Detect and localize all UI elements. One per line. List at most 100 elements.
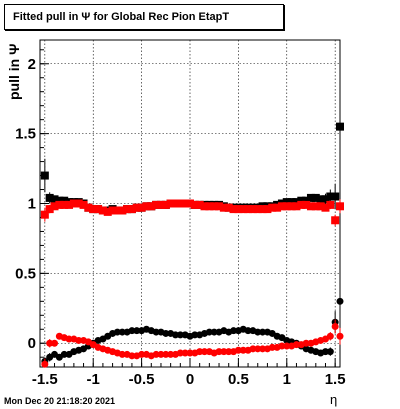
data-point [190,200,199,209]
data-point [118,350,126,358]
data-point [205,328,213,336]
data-point [210,202,219,211]
data-point [108,206,117,215]
data-point [311,202,320,211]
x-tick-label: 1.5 [325,371,346,388]
data-point [326,200,335,209]
data-point [297,200,306,209]
data-point [282,198,291,207]
data-point [176,331,184,339]
data-point [201,348,209,356]
series-1 [40,63,344,215]
data-point [176,199,185,208]
y-tick-label: 2 [28,56,36,73]
data-point [326,332,334,340]
data-point [113,328,121,336]
data-point [142,202,151,211]
data-point [46,339,54,347]
data-point [239,205,248,214]
data-point [50,202,59,211]
data-point [336,122,344,131]
data-point [40,210,49,219]
chart-title: Fitted pull in Ψ for Global Rec Pion Eta… [4,4,284,30]
data-point [229,205,238,214]
data-point [268,343,276,351]
data-point [311,193,320,202]
data-point [200,202,209,211]
x-tick-label: -1.5 [32,371,58,388]
data-point [244,205,253,214]
data-point [230,327,238,335]
data-point [128,352,136,360]
data-point [239,346,247,354]
data-point [234,346,242,354]
data-point [60,350,68,358]
data-point [147,202,156,211]
data-point [113,206,122,215]
data-point [181,199,190,208]
data-point [287,202,296,211]
data-point [249,345,257,353]
data-point [40,171,49,180]
data-point [186,349,194,357]
data-point [326,192,335,201]
data-point [137,203,146,212]
data-point [118,328,126,336]
y-tick-label: 0 [28,335,36,352]
x-tick-label: 1 [283,371,291,388]
data-point [166,199,175,208]
data-point [321,203,330,212]
data-point [316,202,325,211]
data-point [156,200,165,209]
data-point [186,199,194,208]
data-point [65,335,73,343]
data-point [336,332,344,340]
data-point [133,327,141,335]
data-point [55,200,64,209]
data-point [84,203,93,212]
data-point [51,339,59,347]
data-point [220,348,228,356]
data-point [195,200,204,209]
data-point [336,202,344,211]
y-tick-labels: 0 0.5 1 1.5 2 [15,56,36,352]
data-point [326,348,334,356]
data-point [258,205,267,214]
data-point [162,329,170,337]
data-point [60,196,69,205]
data-point [254,328,262,336]
data-point [259,328,267,336]
series-3 [41,252,344,366]
data-point [263,205,272,214]
data-point [273,203,282,212]
data-point [210,328,218,336]
data-point [152,328,160,336]
data-point [196,348,204,356]
data-point [331,192,340,201]
data-point [292,198,301,207]
data-point [45,193,54,202]
date-stamp: Mon Dec 20 21:18:20 2021 [4,396,116,406]
data-point [128,327,136,335]
data-series [40,63,344,368]
data-point [74,199,83,208]
data-point [69,199,78,208]
data-point [234,205,243,214]
data-point [331,216,340,225]
x-axis-label: η [330,392,338,407]
data-point [321,348,329,356]
data-point [292,202,301,211]
data-point [282,202,291,211]
data-point [268,203,277,212]
series-4 [41,319,344,368]
data-point [75,336,83,344]
data-point [331,322,339,330]
data-point [191,331,199,339]
data-point [157,350,165,358]
data-point [41,360,49,368]
data-point [302,200,311,209]
data-point [292,341,300,349]
data-point [60,200,69,209]
data-point [336,297,344,305]
data-point [253,205,262,214]
